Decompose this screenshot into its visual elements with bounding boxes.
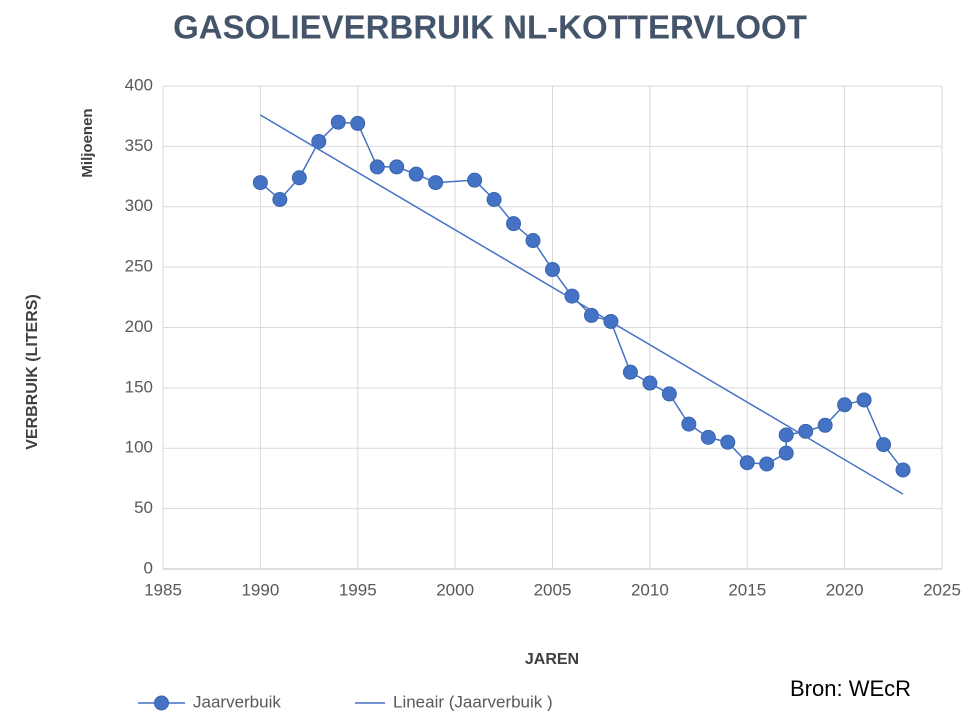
series-line (259, 121, 904, 471)
x-tick-label: 1985 (144, 580, 182, 599)
y-tick-label: 150 (125, 377, 153, 396)
source: Bron: WEcR (790, 676, 911, 701)
legend-label: Lineair (Jaarverbuik ) (393, 692, 553, 711)
data-point (428, 175, 444, 191)
data-point (408, 166, 424, 182)
data-point (311, 134, 327, 150)
data-point (622, 364, 638, 380)
data-point (739, 455, 755, 471)
legend-marker (154, 695, 169, 711)
data-point (272, 192, 288, 208)
data-point (681, 416, 697, 432)
data-point (330, 114, 346, 130)
data-point (817, 417, 833, 433)
x-tick-label: 2025 (923, 580, 961, 599)
chart-title: GASOLIEVERBRUIK NL-KOTTERVLOOT (173, 9, 807, 46)
data-point (525, 233, 541, 249)
x-axis-label: JAREN (525, 651, 579, 668)
x-tick-label: 2010 (631, 580, 669, 599)
data-point (291, 170, 307, 186)
y-tick-label: 50 (134, 498, 153, 517)
y-unit-label: Miljoenen (79, 108, 96, 177)
x-tick-label: 2015 (728, 580, 766, 599)
data-point (564, 288, 580, 304)
y-tick-label: 200 (125, 317, 153, 336)
x-tick-label: 2000 (436, 580, 474, 599)
data-point (350, 115, 366, 131)
y-tick-label: 400 (125, 75, 153, 94)
data-point (895, 462, 911, 478)
y-tick-label: 350 (125, 136, 153, 155)
x-tick-label: 1995 (339, 580, 377, 599)
data-point (700, 429, 716, 445)
data-point (720, 434, 736, 450)
data-point (759, 456, 775, 472)
x-tick-label: 1990 (241, 580, 279, 599)
data-point (837, 397, 853, 413)
x-tick-label: 2020 (826, 580, 864, 599)
y-tick-label: 250 (125, 257, 153, 276)
y-tick-label: 300 (125, 196, 153, 215)
y-axis-label: VERBRUIK (LITERS) (24, 294, 41, 450)
data-point (369, 159, 385, 175)
data-point (467, 172, 483, 188)
data-point (389, 159, 405, 175)
data-point (642, 375, 658, 391)
data-point (252, 175, 268, 191)
data-point (486, 192, 502, 208)
data-point (778, 445, 794, 461)
series-line (259, 114, 904, 495)
data-point (876, 437, 892, 453)
data-point (545, 262, 560, 278)
data-point (661, 386, 677, 402)
y-tick-label: 100 (125, 438, 153, 457)
legend-label: Jaarverbuik (193, 692, 281, 711)
data-point (778, 427, 794, 443)
data-point (856, 392, 872, 408)
y-tick-label: 0 (144, 558, 153, 577)
data-point (506, 216, 522, 232)
x-tick-label: 2005 (534, 580, 572, 599)
